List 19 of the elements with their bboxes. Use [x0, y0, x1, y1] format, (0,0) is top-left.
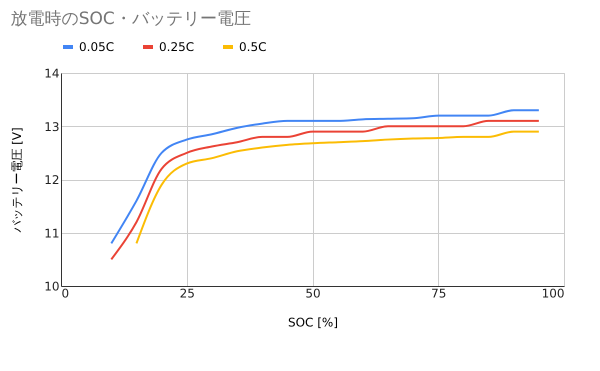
legend-label: 0.5C [239, 40, 266, 54]
x-tick-label: 100 [542, 286, 564, 300]
y-tick-label: 13 [44, 120, 60, 134]
line-series [110, 109, 540, 244]
y-tick-label: 10 [44, 280, 60, 294]
chart-title: 放電時のSOC・バッテリー電圧 [10, 9, 251, 29]
legend-label: 0.05C [79, 40, 114, 54]
x-tick-label: 25 [180, 286, 195, 300]
line-series [135, 130, 540, 244]
x-tick-label: 50 [305, 286, 321, 300]
y-tick-label: 12 [44, 173, 60, 187]
x-axis-title: SOC [%] [288, 316, 338, 330]
line-series [110, 120, 540, 260]
y-tick-label: 14 [44, 66, 60, 80]
y-axis-title: バッテリー電圧 [V] [10, 127, 24, 234]
x-tick-label: 0 [62, 286, 70, 300]
legend-label: 0.25C [159, 40, 194, 54]
x-tick-label: 75 [431, 286, 446, 300]
y-tick-label: 11 [44, 226, 60, 240]
